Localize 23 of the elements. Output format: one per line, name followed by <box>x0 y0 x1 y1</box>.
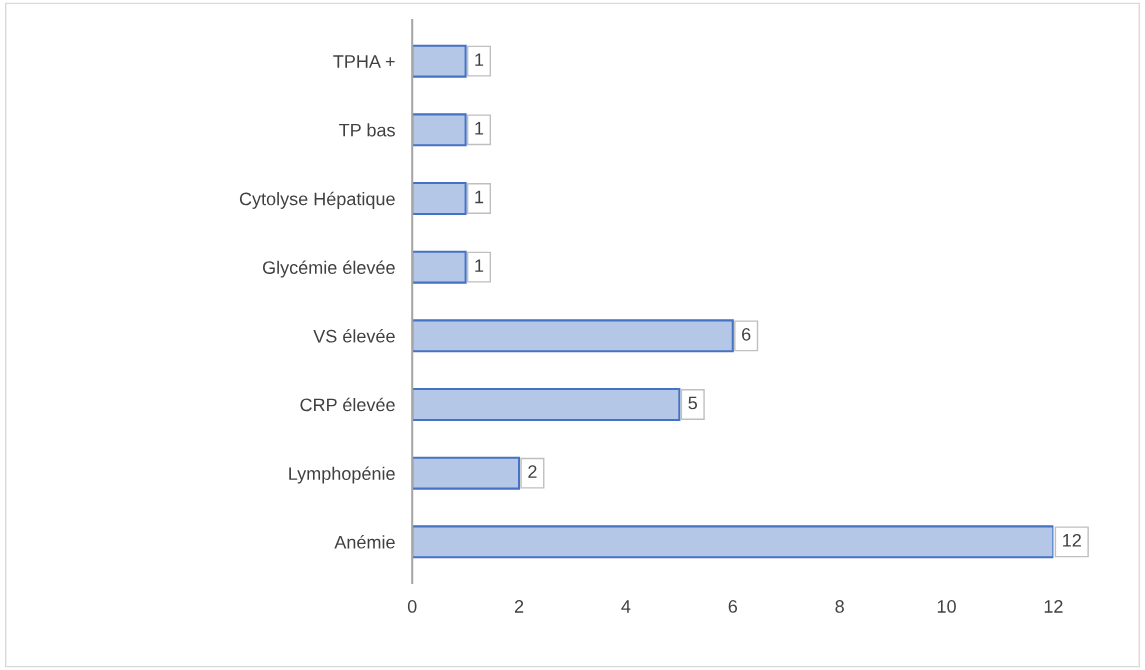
data-label: 1 <box>475 259 484 272</box>
y-tick-label: VS élevée <box>313 329 395 343</box>
y-tick-label: Glycémie élevée <box>262 260 395 278</box>
data-label: 12 <box>1063 533 1081 547</box>
data-label: 1 <box>475 190 484 204</box>
x-tick-label: 12 <box>1044 600 1063 613</box>
y-tick-label: Lymphopénie <box>289 466 395 484</box>
x-tick-label: 10 <box>937 600 956 613</box>
x-tick-label: 2 <box>514 600 524 613</box>
y-tick-label: TP bas <box>339 123 395 137</box>
y-tick-label: CRP élevée <box>300 397 395 412</box>
x-tick-label: 8 <box>835 600 844 613</box>
data-label: 2 <box>528 465 537 478</box>
y-tick-label: Anémie <box>334 535 395 549</box>
y-tick-label: TPHA + <box>333 55 395 68</box>
data-label: 6 <box>742 327 751 341</box>
y-tick-label: Cytolyse Hépatique <box>239 191 395 209</box>
data-label: 5 <box>688 396 697 410</box>
data-label: 1 <box>475 122 484 135</box>
x-tick-label: 6 <box>728 600 738 613</box>
data-label: 1 <box>475 53 484 66</box>
x-tick-label: 0 <box>407 600 417 613</box>
x-tick-label: 4 <box>621 600 631 613</box>
